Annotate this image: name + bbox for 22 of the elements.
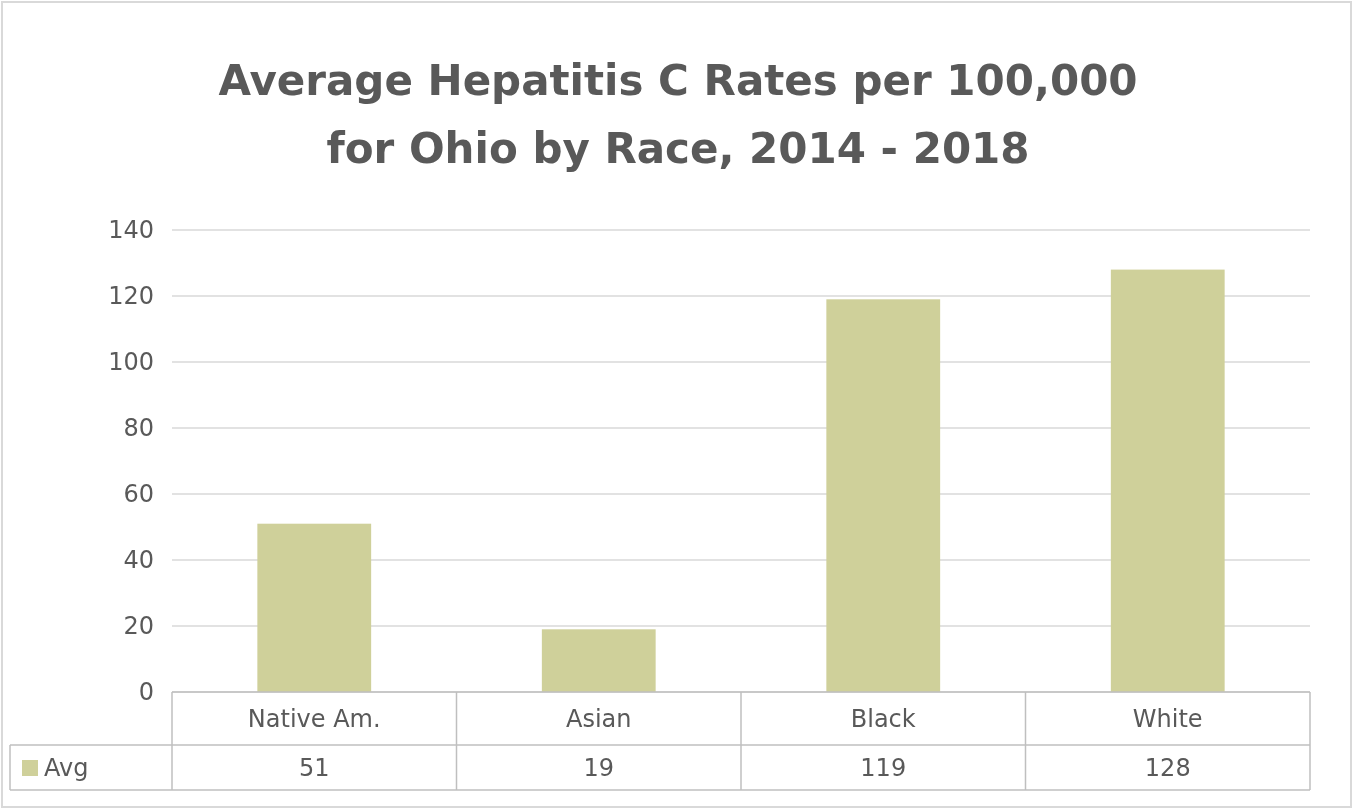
data-label: 119 (860, 754, 907, 782)
legend-label: Avg (44, 754, 89, 782)
data-label: 51 (298, 754, 330, 782)
y-tick-label: 60 (123, 480, 154, 509)
bar (257, 523, 372, 692)
y-tick-label: 0 (138, 678, 154, 707)
x-tick-label: Black (850, 704, 916, 733)
bar (1110, 269, 1225, 692)
y-tick-label: 20 (123, 612, 154, 641)
x-tick-label: White (1132, 704, 1203, 733)
data-label: 128 (1144, 754, 1191, 782)
bar (541, 629, 656, 692)
bar (826, 299, 941, 692)
y-tick-label: 120 (108, 282, 154, 311)
chart-title: Average Hepatitis C Rates per 100,000 for Ohio by Race, 2014 - 2018 (218, 56, 1138, 173)
y-tick-label: 100 (108, 348, 154, 377)
y-tick-label: 140 (108, 216, 154, 245)
y-tick-label: 40 (123, 546, 154, 575)
x-tick-label: Asian (565, 704, 632, 733)
data-label: 19 (583, 754, 615, 782)
x-tick-label: Native Am. (247, 704, 381, 733)
y-tick-label: 80 (123, 414, 154, 443)
